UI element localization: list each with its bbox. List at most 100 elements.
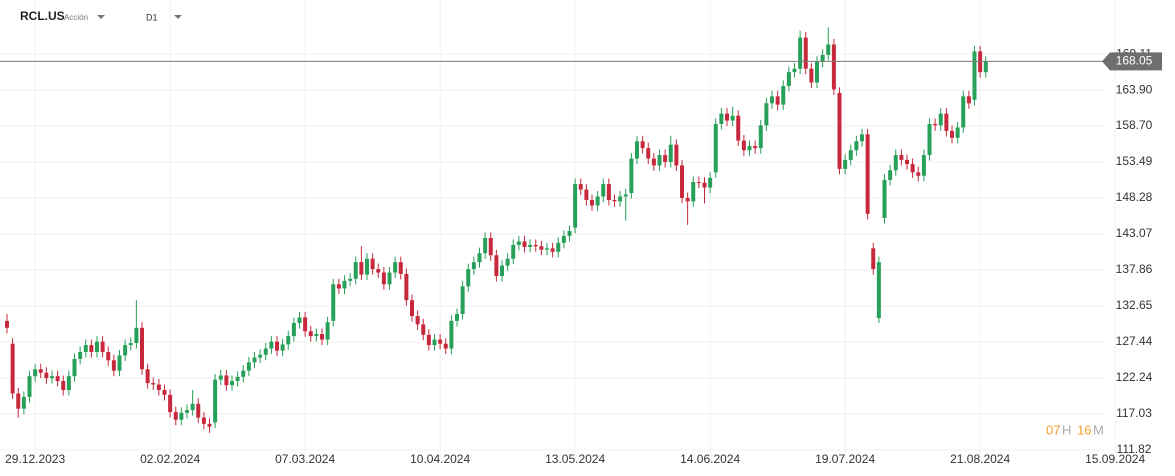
candle-body xyxy=(179,412,184,420)
candle-body xyxy=(381,272,386,285)
candle-body xyxy=(843,159,848,169)
countdown-hours-unit: H xyxy=(1062,422,1071,437)
candle-body xyxy=(196,403,201,418)
candle-body xyxy=(916,172,921,176)
candle-body xyxy=(623,194,628,197)
candle-body xyxy=(640,141,645,149)
candle-body xyxy=(539,246,544,250)
candle-body xyxy=(741,140,746,151)
candle-body xyxy=(123,345,128,356)
candle-body xyxy=(567,231,572,236)
candle-body xyxy=(528,244,533,247)
timeframe-dropdown[interactable] xyxy=(174,15,182,19)
candle-body xyxy=(269,341,274,349)
candle-body xyxy=(443,343,448,349)
candle-body xyxy=(758,125,763,149)
candle-body xyxy=(308,331,313,337)
candle-body xyxy=(55,376,60,382)
candle-body xyxy=(348,278,353,281)
candle-body xyxy=(33,369,38,377)
candle-body xyxy=(224,375,229,386)
candle-body xyxy=(691,182,696,202)
candle-body xyxy=(505,258,510,266)
candle-body xyxy=(477,253,482,263)
candle-body xyxy=(190,403,195,411)
candle-body xyxy=(314,334,319,337)
candle-body xyxy=(5,320,9,328)
candle-body xyxy=(663,155,668,162)
candle-body xyxy=(646,148,651,159)
candle-body xyxy=(601,184,606,197)
candle-body xyxy=(612,199,617,202)
candle-body xyxy=(246,362,251,371)
candle-body xyxy=(173,412,178,420)
y-tick-label: 137.86 xyxy=(1116,262,1153,276)
candle-body xyxy=(561,235,566,243)
candle-body xyxy=(466,269,471,287)
candle-body xyxy=(590,199,594,206)
y-tick-label: 111.82 xyxy=(1117,442,1152,456)
candle-body xyxy=(44,372,49,379)
candle-body xyxy=(516,241,521,245)
candle-body xyxy=(342,280,347,289)
candle-body xyxy=(286,336,291,345)
candle-body xyxy=(365,258,369,275)
candle-body xyxy=(876,262,881,319)
y-tick-label: 132.65 xyxy=(1116,298,1153,312)
candle-body xyxy=(775,96,780,105)
candle-body xyxy=(275,341,279,351)
candle-body xyxy=(651,158,656,166)
x-tick-label: 02.02.2024 xyxy=(140,452,200,466)
candle-body xyxy=(471,262,476,270)
candle-body xyxy=(162,390,167,395)
candle-body xyxy=(398,262,403,274)
candle-body xyxy=(933,123,938,126)
candle-body xyxy=(320,334,324,340)
candle-body xyxy=(702,182,707,188)
x-tick-label: 10.04.2024 xyxy=(410,452,470,466)
symbol[interactable]: RCL.US xyxy=(20,9,65,23)
candle-body xyxy=(27,376,32,397)
candle-body xyxy=(910,164,915,173)
candle-body xyxy=(747,146,752,151)
candle-body xyxy=(488,237,493,256)
candle-body xyxy=(719,113,724,124)
candle-body xyxy=(826,44,831,55)
candle-body xyxy=(921,155,926,176)
candle-body xyxy=(72,358,77,377)
candle-body xyxy=(865,134,870,214)
candle-body xyxy=(218,375,223,380)
timeframe[interactable]: D1 xyxy=(146,12,158,22)
candle-body xyxy=(410,300,414,317)
candle-body xyxy=(38,369,43,373)
candle-body xyxy=(927,123,932,156)
candle-body xyxy=(331,284,336,321)
candle-body xyxy=(421,324,426,335)
candle-body xyxy=(713,123,718,173)
candle-body xyxy=(938,113,943,126)
candle-body xyxy=(168,394,173,413)
y-tick-label: 158.70 xyxy=(1116,118,1153,132)
x-tick-label: 07.03.2024 xyxy=(275,452,335,466)
candle-body xyxy=(201,417,206,424)
candle-body xyxy=(134,327,139,344)
candle-body xyxy=(533,244,538,247)
candle-body xyxy=(725,113,729,121)
candle-body xyxy=(213,379,218,423)
candle-body xyxy=(595,196,600,206)
candle-body xyxy=(50,376,54,379)
candle-body xyxy=(550,248,555,252)
y-tick-label: 148.28 xyxy=(1116,190,1153,204)
candle-body xyxy=(494,255,499,276)
candle-body xyxy=(128,343,133,346)
x-tick-label: 13.05.2024 xyxy=(545,452,605,466)
asset-type: Acción xyxy=(64,13,88,22)
symbol-dropdown[interactable] xyxy=(97,15,105,19)
candle-body xyxy=(730,115,735,121)
candle-body xyxy=(680,165,684,198)
candle-body xyxy=(792,68,797,73)
candle-body xyxy=(241,370,246,377)
candle-body xyxy=(263,348,268,355)
candle-body xyxy=(449,320,454,349)
